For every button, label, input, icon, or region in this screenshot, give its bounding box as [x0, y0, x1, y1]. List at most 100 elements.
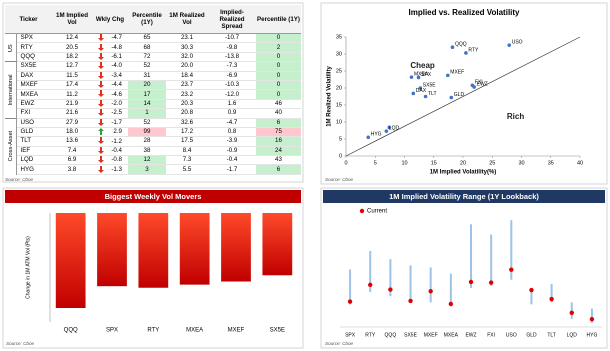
legend-marker [359, 208, 365, 214]
point [445, 73, 450, 78]
table-cell: USO [16, 117, 52, 128]
x-tick-label: 25 [489, 160, 495, 166]
point [450, 45, 455, 49]
table-cell: 11.2 [52, 89, 92, 100]
y-tick-label: 30 [336, 51, 342, 57]
point-label: MXEA [414, 71, 429, 77]
range-bar [590, 308, 593, 323]
table-cell: 1 [128, 108, 166, 119]
table-panel: Ticker 1M Implied Vol Wkly Chg Percentile (… [5, 5, 301, 182]
range-bar [409, 265, 412, 303]
range-bar [389, 259, 392, 297]
change-arrow [98, 34, 104, 42]
arrow-shape [98, 118, 104, 126]
table-row: MXEA 11.2 -4.6 17 23.2 -12.0 0 [5, 89, 301, 100]
point-label: SPX [421, 72, 432, 78]
title-bar [5, 190, 301, 203]
current-dot [448, 301, 454, 307]
table-cell: 24 [256, 146, 301, 157]
arrow-shape [98, 137, 104, 145]
table-cell: 20.3 [166, 99, 208, 110]
source: Source: Cboe [5, 176, 34, 182]
table-cell: 1.6 [208, 99, 256, 110]
x-tick-label: RTY [365, 332, 376, 338]
change-arrow [98, 118, 104, 126]
table-cell: 72 [128, 52, 166, 63]
column-header: Percentile (1Y) [128, 5, 166, 34]
point [416, 75, 421, 80]
x-tick-label: HYG [587, 332, 598, 338]
current-dot [549, 296, 554, 302]
table-cell: 20 [128, 80, 166, 91]
table-cell: GLD [16, 127, 52, 138]
cell-text: -2.5 [111, 109, 122, 117]
bar [55, 213, 86, 308]
table-cell: 3 [128, 164, 166, 175]
table-cell: 18.2 [52, 52, 92, 63]
table-cell: -2.0 [92, 99, 128, 110]
table-cell: -7.3 [208, 61, 256, 72]
range-bar [530, 287, 533, 305]
point [387, 125, 392, 130]
change-arrow [98, 146, 104, 154]
arrow-shape [98, 43, 104, 51]
reference-line [345, 36, 581, 157]
table-cell: 31 [128, 71, 166, 81]
table-row: GLD 18.0 2.9 99 17.2 0.8 75 [5, 127, 301, 138]
x-tick-label: GLD [526, 332, 537, 338]
x-tick-label: SPX [106, 328, 118, 334]
chart-title: Biggest Weekly Vol Movers [105, 192, 202, 201]
range-bar [470, 224, 472, 288]
range-bar [429, 267, 432, 303]
change-arrow [98, 99, 104, 107]
table-cell: 13.6 [52, 136, 92, 147]
cell-text: -4.7 [111, 34, 122, 42]
bar [138, 213, 169, 288]
table-cell: -0.4 [208, 155, 256, 166]
table-cell: -1.3 [92, 164, 128, 175]
table-cell: 38 [128, 146, 166, 157]
table-cell: 12 [128, 155, 166, 166]
cell-text: -2.0 [111, 100, 122, 107]
panel [2, 2, 304, 183]
table-cell: -0.9 [208, 146, 256, 157]
table-cell: 14 [128, 99, 166, 110]
table-row: MXEF 17.4 -4.4 20 23.7 -10.3 0 [5, 80, 301, 91]
current-dot [569, 310, 574, 316]
x-axis-label: 1M Implied Volatility(%) [430, 170, 497, 176]
x-tick-label: SPX [345, 332, 356, 338]
table-cell: 17.5 [166, 136, 208, 147]
table-cell: -4.4 [92, 80, 128, 91]
table-cell: 7.3 [166, 155, 208, 166]
arrow-shape [98, 90, 104, 98]
current-dot [589, 316, 595, 322]
table-cell: 11.5 [52, 71, 92, 81]
point [423, 94, 428, 99]
table-row: US SPX 12.4 -4.7 65 23.1 -10.7 0 [5, 32, 301, 62]
cell-text: -1.3 [111, 165, 122, 173]
point [449, 95, 454, 100]
table-cell: HYG [16, 164, 52, 175]
point-label: GLD [454, 92, 465, 98]
table-cell: 52 [128, 117, 166, 128]
x-tick-label: MXEF [424, 332, 438, 338]
table-cell: -6.9 [208, 71, 256, 81]
table-cell: 17 [128, 89, 166, 100]
point-label: DAX [416, 88, 427, 94]
table-cell: 0.9 [208, 108, 256, 119]
table-cell: 6 [256, 117, 301, 128]
y-tick-label: 10 [336, 119, 342, 125]
table-cell: 0 [256, 52, 301, 63]
table-cell: 20.0 [166, 61, 208, 72]
group-label: US [5, 33, 16, 62]
table-cell: -6.1 [92, 52, 128, 63]
x-tick-label: MXEA [444, 332, 459, 338]
point [507, 43, 512, 47]
table-cell: -13.8 [208, 52, 256, 63]
arrow-shape [98, 109, 104, 117]
table-cell: 28 [128, 136, 166, 147]
table-cell: -3.9 [208, 136, 256, 147]
table-cell: -0.4 [92, 146, 128, 157]
table-cell: -12.0 [208, 89, 256, 100]
